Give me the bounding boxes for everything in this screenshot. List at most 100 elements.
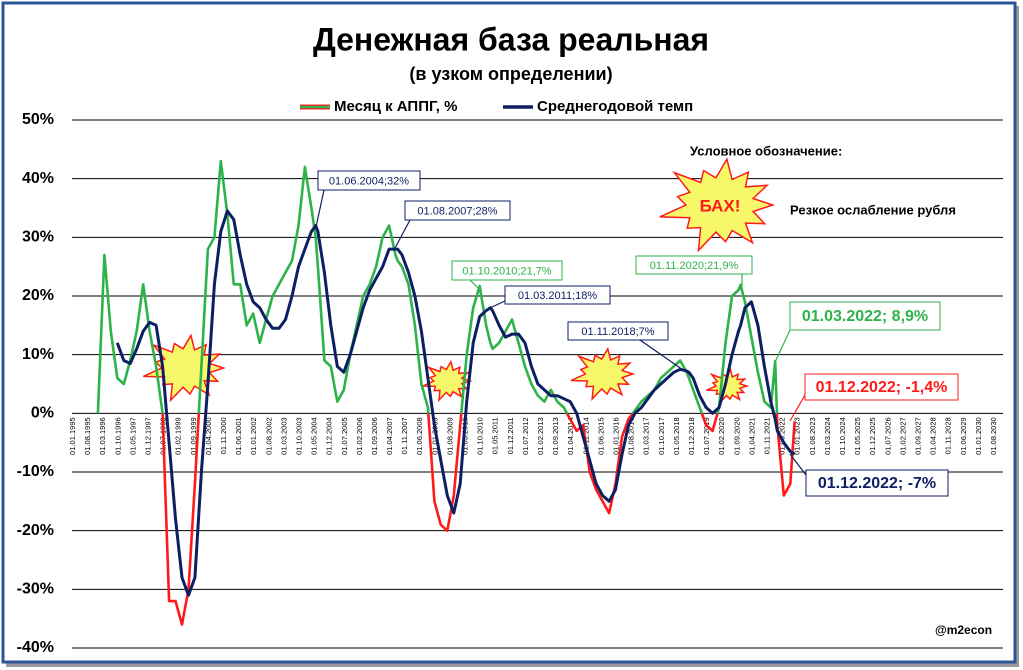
x-tick-label: 01.03.2003	[279, 417, 288, 455]
annotation-leader	[469, 279, 479, 289]
x-tick-label: 01.02.1999	[174, 417, 183, 455]
y-tick-label: 0%	[31, 405, 54, 422]
x-tick-label: 01.04.2021	[747, 417, 756, 455]
y-tick-label: 20%	[22, 287, 54, 304]
x-tick-label: 01.08.2023	[808, 417, 817, 455]
x-tick-label: 01.12.2018	[687, 417, 696, 455]
annotation-box	[805, 469, 949, 497]
x-tick-label: 01.01.2023	[793, 417, 802, 455]
x-tick-label: 01.02.2020	[717, 417, 726, 455]
crisis-burst	[570, 346, 636, 401]
y-tick-label: -30%	[17, 581, 54, 598]
x-tick-label: 01.12.1997	[143, 417, 152, 455]
x-tick-label: 01.10.2010	[476, 417, 485, 455]
x-tick-label: 01.12.2011	[506, 417, 515, 454]
annotation-box	[635, 255, 753, 275]
y-tick-label: 30%	[22, 229, 54, 246]
x-tick-label: 01.10.2017	[657, 417, 666, 455]
x-tick-label: 01.10.2003	[294, 417, 303, 455]
x-tick-label: 01.05.2011	[491, 417, 500, 454]
key-text: Резкое ослабление рубля	[790, 202, 956, 217]
annotation-leader	[489, 299, 508, 309]
x-tick-label: 01.06.2001	[234, 417, 243, 455]
x-tick-label: 01.07.2019	[702, 417, 711, 455]
x-tick-label: 01.01.2030	[974, 417, 983, 455]
x-tick-label: 01.01.1995	[68, 417, 77, 455]
x-tick-label: 01.06.2022	[778, 417, 787, 455]
x-tick-label: 01.08.2009	[445, 417, 454, 455]
x-tick-label: 01.05.1997	[128, 417, 137, 455]
legend-label: Среднегодовой темп	[537, 98, 693, 115]
crisis-burst	[706, 367, 750, 405]
x-tick-label: 01.04.2014	[566, 417, 575, 455]
annotation-box	[317, 170, 421, 191]
x-tick-label: 01.09.2027	[913, 417, 922, 455]
series-line	[115, 209, 796, 597]
y-tick-label: 40%	[22, 170, 54, 187]
x-tick-label: 01.04.2000	[204, 417, 213, 455]
x-tick-label: 01.06.2015	[596, 417, 605, 455]
legend-label: Месяц к АППГ, %	[334, 98, 457, 115]
annotation-leader	[315, 189, 325, 228]
annotation-text: 01.03.2022; 8,9%	[802, 308, 928, 325]
x-tick-label: 01.09.2020	[732, 417, 741, 455]
x-tick-label: 01.09.2006	[370, 417, 379, 455]
x-tick-label: 01.03.2017	[642, 417, 651, 455]
x-tick-label: 01.08.1995	[83, 417, 92, 455]
x-tick-label: 01.11.2028	[944, 417, 953, 454]
x-tick-label: 01.01.2016	[612, 417, 621, 455]
x-tick-label: 01.08.2030	[989, 417, 998, 455]
x-tick-label: 01.02.2013	[536, 417, 545, 455]
x-tick-label: 01.03.2024	[823, 417, 832, 455]
y-tick-label: 50%	[22, 111, 54, 128]
key-burst-label: БАХ!	[700, 196, 741, 215]
x-tick-label: 01.03.1996	[98, 417, 107, 455]
annotation-text: 01.08.2007;28%	[417, 205, 497, 217]
x-tick-label: 01.04.2007	[385, 417, 394, 455]
annotation-leader	[394, 219, 411, 249]
annotation-text: 01.11.2018;7%	[581, 326, 654, 338]
x-tick-label: 01.08.2002	[264, 417, 273, 455]
y-tick-label: -10%	[17, 463, 54, 480]
x-tick-label: 01.04.2028	[929, 417, 938, 455]
x-tick-label: 01.09.2013	[551, 417, 560, 455]
annotation-leader	[639, 339, 687, 373]
x-tick-label: 01.08.2016	[627, 417, 636, 455]
chart-title: Денежная база реальная	[313, 21, 709, 57]
key-burst	[659, 157, 776, 253]
x-tick-label: 01.09.1999	[189, 417, 198, 455]
x-tick-label: 01.02.2027	[898, 417, 907, 455]
annotation-leader	[775, 329, 791, 361]
annotation-text: 01.12.2022; -7%	[818, 475, 936, 492]
x-tick-label: 01.12.2025	[868, 417, 877, 455]
annotation-box	[804, 373, 959, 401]
series-line	[96, 159, 796, 626]
annotation-box	[504, 285, 611, 305]
x-tick-label: 01.07.2026	[883, 417, 892, 455]
x-tick-label: 01.02.2006	[355, 417, 364, 455]
annotation-box	[567, 321, 669, 341]
x-tick-label: 01.11.2000	[219, 417, 228, 454]
x-tick-label: 01.10.2024	[838, 417, 847, 455]
credit: @m2econ	[935, 623, 992, 637]
x-tick-label: 01.05.2018	[672, 417, 681, 455]
x-tick-label: 01.06.2008	[415, 417, 424, 455]
x-tick-label: 01.11.2007	[400, 417, 409, 454]
annotation-box	[451, 260, 563, 281]
annotation-text: 01.06.2004;32%	[329, 175, 409, 187]
x-tick-label: 01.07.2005	[340, 417, 349, 455]
x-tick-label: 01.06.2029	[959, 417, 968, 455]
y-tick-label: -20%	[17, 522, 54, 539]
x-tick-label: 01.11.2021	[763, 417, 772, 454]
annotation-leader	[789, 453, 807, 476]
annotation-leader	[789, 394, 806, 422]
x-tick-label: 01.07.2012	[521, 417, 530, 455]
y-tick-label: -40%	[17, 639, 54, 656]
x-tick-label: 01.01.2009	[430, 417, 439, 455]
chart-subtitle: (в узком определении)	[409, 64, 612, 84]
x-tick-label: 01.05.2004	[310, 417, 319, 455]
annotation-box	[789, 301, 941, 331]
